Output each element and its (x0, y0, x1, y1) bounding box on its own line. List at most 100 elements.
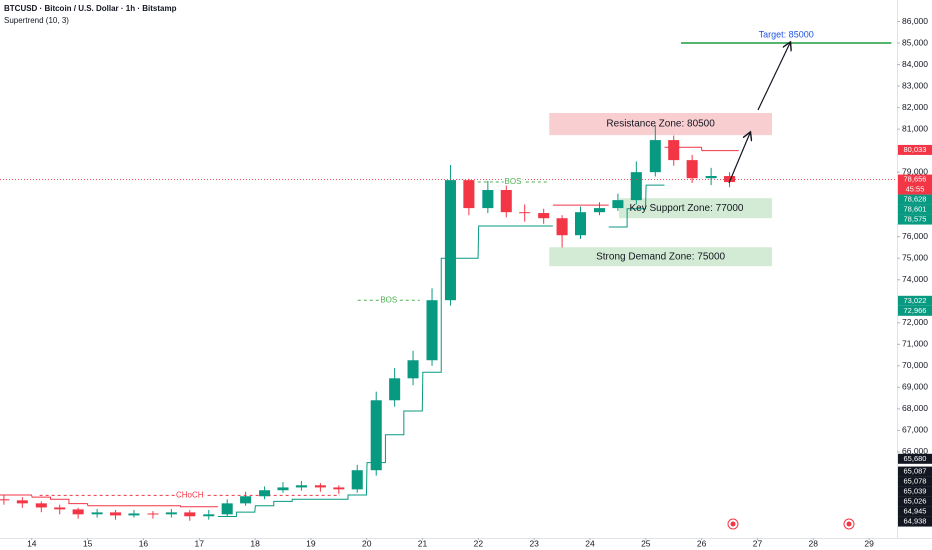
price-badge (898, 506, 932, 517)
candle-body (72, 509, 84, 515)
y-tick-label: 71,000 (902, 339, 928, 349)
x-tick-label: 23 (529, 538, 539, 548)
y-tick-label: 85,000 (902, 37, 928, 47)
price-badge (898, 476, 932, 487)
indicator-label: Supertrend (10, 3) (4, 16, 69, 25)
candle-body (351, 470, 363, 490)
x-tick-label: 20 (362, 538, 372, 548)
y-tick-label: 76,000 (902, 231, 928, 241)
x-tick-label: 24 (585, 538, 595, 548)
y-tick-label: 79,000 (902, 166, 928, 176)
candle-body (649, 140, 661, 173)
price-badge-label: 64,938 (904, 517, 927, 526)
price-badge (898, 174, 932, 195)
candle-body (500, 190, 512, 213)
candle-body (705, 176, 717, 179)
plot-area (0, 42, 897, 521)
candle-body (91, 512, 103, 515)
candle-body (184, 512, 196, 517)
price-badge (898, 194, 932, 205)
zone-label: Key Support Zone: 77000 (630, 203, 744, 214)
price-badge-label: 78,575 (904, 215, 927, 224)
candle-body (686, 160, 698, 179)
price-badge-label: 64,945 (904, 507, 927, 516)
candle-body (724, 176, 736, 183)
candle-body (407, 360, 419, 379)
y-tick-label: 74,000 (902, 274, 928, 284)
countdown: 45:55 (906, 185, 925, 194)
candle-body (295, 485, 307, 488)
x-tick-label: 19 (306, 538, 316, 548)
x-tick-label: 16 (139, 538, 149, 548)
candle-body (128, 513, 140, 516)
candle-body (203, 514, 215, 517)
candle-body (593, 208, 606, 213)
candle-body (519, 212, 531, 214)
candle-body (444, 180, 456, 301)
x-tick-label: 14 (27, 538, 37, 548)
price-badge-label: 72,966 (904, 306, 927, 315)
y-tick-label: 81,000 (902, 123, 928, 133)
y-tick-label: 84,000 (902, 59, 928, 69)
candle-body (463, 180, 475, 209)
event-icon[interactable] (727, 518, 739, 530)
candle-body (0, 499, 10, 501)
candle-body (389, 378, 401, 401)
candle-body (630, 172, 642, 201)
y-tick-label: 83,000 (902, 80, 928, 90)
arrow (757, 43, 790, 111)
price-badge (898, 214, 932, 225)
price-badge (898, 144, 932, 155)
price-badge-label: 65,026 (904, 497, 927, 506)
x-tick-label: 15 (83, 538, 93, 548)
x-tick-label: 28 (809, 538, 819, 548)
x-tick-label: 17 (195, 538, 205, 548)
candle-body (538, 213, 550, 219)
arrow (728, 133, 750, 184)
price-badge-label: 65,039 (904, 487, 927, 496)
candle-body (147, 513, 159, 515)
candle-body (240, 496, 252, 504)
candle-body (259, 490, 271, 497)
supertrend-line (0, 146, 739, 508)
price-badge-label: 65,078 (904, 477, 927, 486)
candle-body (668, 140, 680, 161)
candle-body (110, 512, 122, 516)
price-badge (898, 295, 932, 306)
y-tick-label: 82,000 (902, 102, 928, 112)
candle-body (482, 190, 494, 209)
price-badge (898, 204, 932, 215)
zone (619, 198, 772, 219)
price-badge-label: 78,656 (904, 175, 927, 184)
candle-body (35, 503, 47, 508)
y-tick-label: 69,000 (902, 382, 928, 392)
zone-label: Resistance Zone: 80500 (606, 119, 715, 130)
zone (549, 247, 772, 267)
x-tick-label: 25 (641, 538, 651, 548)
candle-body (574, 212, 587, 236)
x-tick-label: 27 (753, 538, 763, 548)
candle-body (333, 487, 345, 490)
price-badge-label: 78,601 (904, 205, 927, 214)
y-tick-label: 86,000 (902, 16, 928, 26)
candle-body (165, 512, 177, 515)
y-tick-label: 70,000 (902, 360, 928, 370)
candle-body (54, 507, 66, 510)
y-tick-label: 66,000 (902, 446, 928, 456)
price-badge-label: 80,033 (904, 145, 927, 154)
candle-body (556, 218, 568, 236)
structure-label: BOS (505, 177, 522, 186)
price-badge-label: 65,087 (904, 467, 927, 476)
candle-body (221, 503, 233, 515)
candle-body (426, 300, 438, 361)
x-tick-label: 29 (864, 538, 874, 548)
price-badge (898, 486, 932, 497)
event-icon[interactable] (843, 518, 855, 530)
zone (549, 112, 772, 136)
x-tick-label: 22 (474, 538, 484, 548)
candle-body (612, 200, 624, 209)
price-badge (898, 516, 932, 527)
y-tick-label: 72,000 (902, 317, 928, 327)
x-tick-label: 18 (250, 538, 260, 548)
